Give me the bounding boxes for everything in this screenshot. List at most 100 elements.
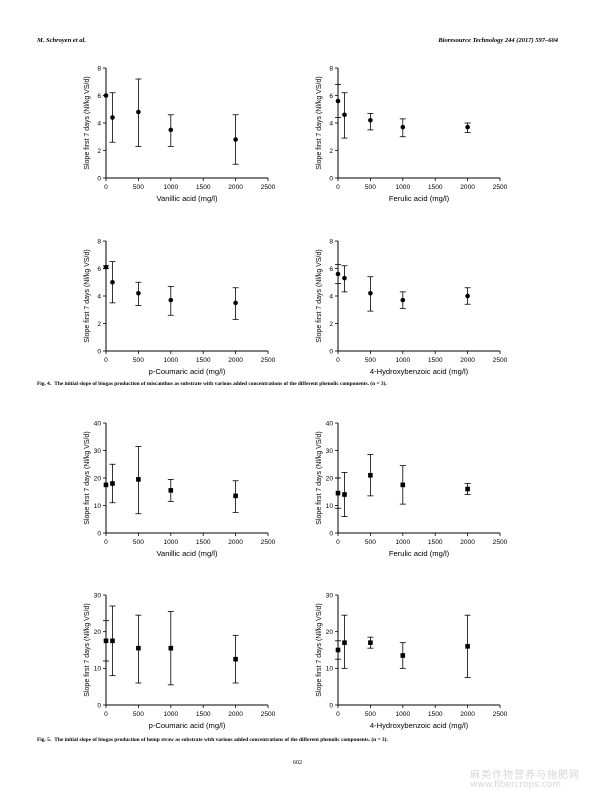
data-point	[465, 644, 470, 649]
y-tick-label: 0	[97, 348, 101, 355]
running-head-authors: M. Schroyen et al.	[37, 37, 86, 44]
figure-5-caption: Fig. 5. The initial slope of biogas produ…	[37, 737, 562, 743]
x-tick-label: 2500	[261, 539, 276, 546]
y-axis-label: Slope first 7 days (Nl/kg VS/d)	[316, 249, 323, 342]
y-tick-label: 40	[94, 420, 102, 427]
y-tick-label: 30	[326, 448, 334, 455]
y-tick-label: 0	[329, 175, 333, 182]
y-axis-label: Slope first 7 days (Nl/kg VS/d)	[84, 76, 91, 169]
y-axis-label: Slope first 7 days (Nl/kg VS/d)	[316, 603, 323, 696]
x-tick-label: 2500	[493, 357, 508, 364]
page-number: 602	[293, 760, 302, 766]
x-tick-label: 0	[336, 539, 340, 546]
y-tick-label: 10	[326, 503, 334, 510]
y-tick-label: 4	[329, 120, 333, 127]
x-tick-label: 1000	[395, 539, 410, 546]
chart-fig5-p-coumaric: 0 500 1000 1500 2000 2500 0 10 20 30 p-Coumaric ac…	[84, 592, 276, 730]
chart-fig5-ferulic: 0 500 1000 1500 2000 2500 0 10 20 30 40 Ferulic aci…	[316, 420, 508, 558]
x-tick-label: 2000	[460, 184, 475, 191]
x-axis-label: p-Coumaric acid (mg/l)	[149, 367, 226, 376]
x-tick-label: 2500	[493, 711, 508, 718]
x-tick-label: 1500	[428, 711, 443, 718]
x-tick-label: 1500	[196, 184, 211, 191]
x-axis-label: Ferulic acid (mg/l)	[389, 549, 450, 558]
chart-fig5-vanillic: 0 500 1000 1500 2000 2500 0 10 20 30 40 Vanillic ac…	[84, 420, 276, 558]
y-axis-label: Slope first 7 days (Nl/kg VS/d)	[84, 603, 91, 696]
data-point	[400, 297, 406, 303]
data-point	[335, 647, 341, 653]
data-point	[368, 290, 373, 296]
y-tick-label: 40	[326, 420, 334, 427]
y-tick-label: 8	[97, 65, 101, 72]
y-tick-label: 6	[97, 266, 101, 273]
x-tick-label: 2500	[261, 357, 276, 364]
y-tick-label: 10	[94, 503, 102, 510]
y-tick-label: 2	[329, 321, 333, 328]
data-point	[400, 482, 406, 488]
x-axis-label: Ferulic acid (mg/l)	[389, 194, 450, 203]
y-tick-label: 20	[326, 629, 334, 636]
x-tick-label: 1000	[395, 184, 410, 191]
data-point	[103, 264, 109, 270]
chart-fig4-4-hydroxybenzoic: 0 500 1000 1500 2000 2500 0 2 4 6 8 4-Hydroxybenzoi…	[316, 238, 508, 376]
x-tick-label: 500	[133, 711, 144, 718]
y-axis-label: Slope first 7 days (Nl/kg VS/d)	[84, 249, 91, 342]
y-tick-label: 0	[329, 530, 333, 537]
y-axis-label: Slope first 7 days (Nl/kg VS/d)	[316, 431, 323, 524]
x-tick-label: 2000	[228, 184, 243, 191]
y-tick-label: 2	[329, 148, 333, 155]
y-tick-label: 0	[97, 175, 101, 182]
data-point	[465, 124, 470, 130]
data-point	[335, 271, 341, 277]
figure-4-label: Fig. 4.	[37, 381, 52, 387]
y-tick-label: 20	[326, 475, 334, 482]
y-tick-label: 20	[94, 629, 102, 636]
watermark-chinese: 麻类作物营养与施肥网	[470, 770, 580, 781]
x-tick-label: 500	[365, 357, 376, 364]
x-axis-label: 4-Hydroxybenzoic acid (mg/l)	[370, 721, 469, 730]
x-tick-label: 500	[365, 711, 376, 718]
x-tick-label: 2000	[460, 711, 475, 718]
data-point	[136, 109, 141, 115]
x-tick-label: 2500	[493, 539, 508, 546]
data-point	[168, 297, 174, 303]
y-tick-label: 8	[329, 65, 333, 72]
y-tick-label: 4	[97, 120, 101, 127]
x-tick-label: 1000	[395, 711, 410, 718]
y-tick-label: 10	[326, 666, 334, 673]
x-tick-label: 1000	[163, 357, 178, 364]
x-tick-label: 0	[336, 711, 340, 718]
x-tick-label: 1500	[196, 539, 211, 546]
x-tick-label: 2000	[228, 357, 243, 364]
data-point	[368, 472, 373, 478]
data-point	[110, 279, 115, 285]
y-tick-label: 2	[97, 148, 101, 155]
x-tick-label: 1500	[428, 357, 443, 364]
figure-4-caption: Fig. 4. The initial slope of biogas produ…	[37, 381, 562, 387]
data-point	[368, 640, 373, 645]
x-tick-label: 0	[336, 184, 340, 191]
data-point	[342, 275, 347, 281]
y-tick-label: 8	[329, 238, 333, 245]
y-tick-label: 4	[97, 293, 101, 300]
x-tick-label: 500	[133, 539, 144, 546]
data-point	[168, 645, 174, 651]
data-point	[342, 640, 347, 645]
y-tick-label: 0	[329, 348, 333, 355]
y-tick-label: 0	[329, 702, 333, 709]
chart-fig4-p-coumaric: 0 500 1000 1500 2000 2500 0 2 4 6 8 p-Coumaric acid…	[84, 238, 276, 376]
data-point	[110, 481, 115, 486]
y-tick-label: 4	[329, 293, 333, 300]
y-tick-label: 0	[97, 530, 101, 537]
x-tick-label: 1500	[196, 711, 211, 718]
x-tick-label: 2000	[460, 539, 475, 546]
data-point	[465, 293, 470, 299]
figure-5-text: The initial slope of biogas production o…	[54, 737, 388, 743]
x-tick-label: 0	[104, 184, 108, 191]
y-axis-label: Slope first 7 days (Nl/kg VS/d)	[84, 431, 91, 524]
x-tick-label: 1500	[196, 357, 211, 364]
x-tick-label: 2000	[460, 357, 475, 364]
data-point	[136, 290, 141, 296]
data-point	[342, 492, 347, 497]
y-tick-label: 6	[329, 93, 333, 100]
